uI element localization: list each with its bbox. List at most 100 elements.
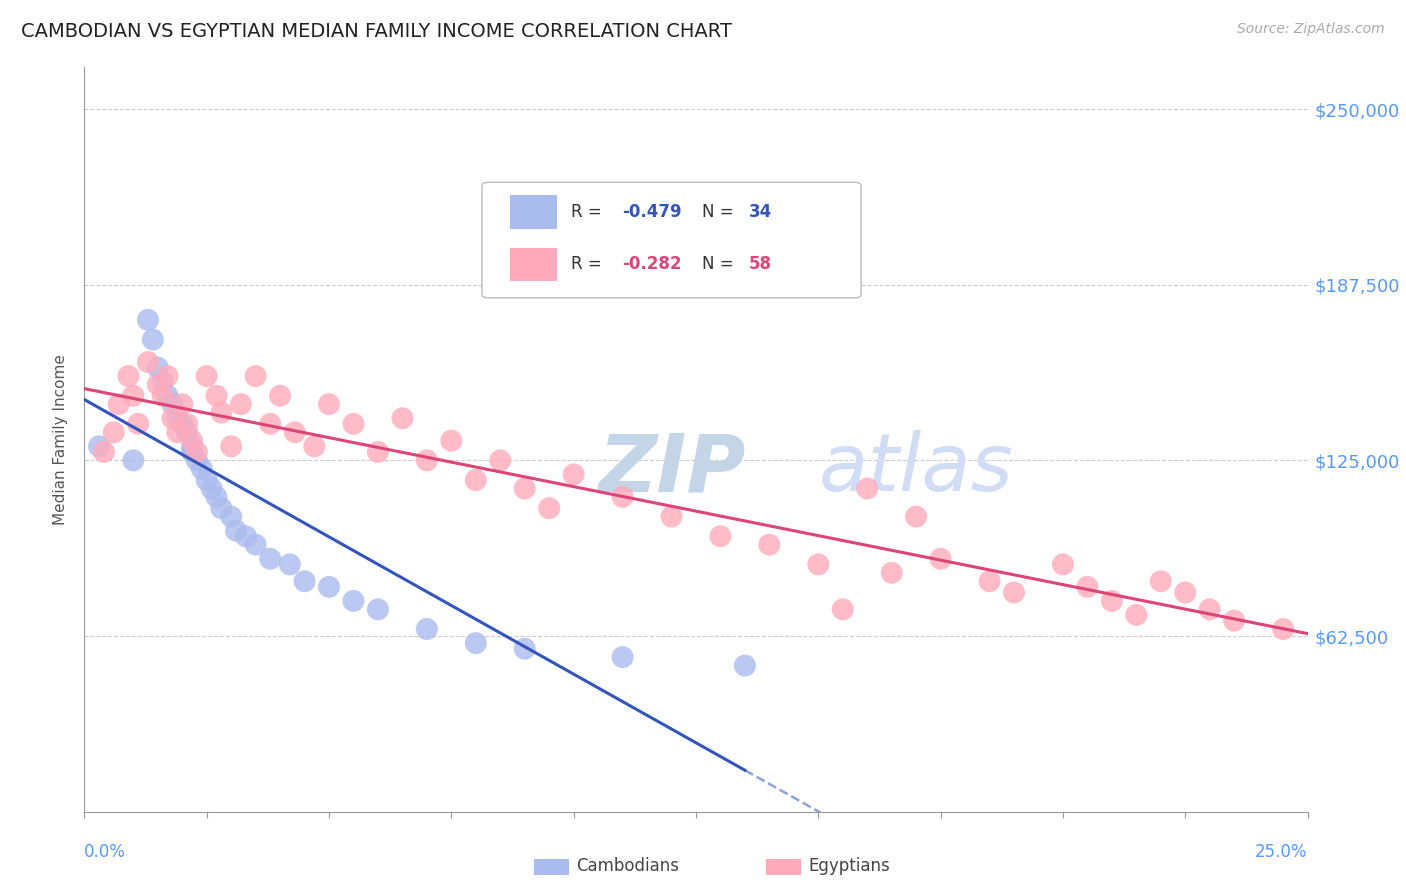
Text: ZIP: ZIP <box>598 430 745 508</box>
Point <box>1223 614 1246 628</box>
Point <box>172 397 194 411</box>
Point <box>612 650 634 665</box>
Point <box>146 377 169 392</box>
Text: R =: R = <box>571 203 607 221</box>
Point <box>318 580 340 594</box>
Point <box>176 425 198 440</box>
Point <box>880 566 903 580</box>
Point <box>122 389 145 403</box>
Point <box>342 594 364 608</box>
Text: 0.0%: 0.0% <box>84 843 127 861</box>
Point <box>245 369 267 384</box>
Point <box>1052 558 1074 572</box>
Point <box>195 369 218 384</box>
Point <box>186 445 208 459</box>
Point <box>181 434 204 448</box>
Point <box>269 389 291 403</box>
Point <box>831 602 853 616</box>
Point <box>342 417 364 431</box>
Point <box>205 490 228 504</box>
Text: Egyptians: Egyptians <box>808 857 890 875</box>
Point <box>1076 580 1098 594</box>
Point <box>562 467 585 482</box>
Point <box>367 602 389 616</box>
Point <box>195 473 218 487</box>
Point <box>172 417 194 431</box>
Point <box>136 313 159 327</box>
Point <box>166 425 188 440</box>
Point <box>142 333 165 347</box>
Point <box>513 482 536 496</box>
Point <box>107 397 129 411</box>
Point <box>1174 585 1197 599</box>
Text: N =: N = <box>702 203 740 221</box>
Point <box>1198 602 1220 616</box>
Text: Source: ZipAtlas.com: Source: ZipAtlas.com <box>1237 22 1385 37</box>
Point <box>709 529 731 543</box>
Point <box>440 434 463 448</box>
Point <box>229 397 252 411</box>
Point <box>416 453 439 467</box>
Point <box>367 445 389 459</box>
Point <box>856 482 879 496</box>
Point <box>117 369 139 384</box>
Text: atlas: atlas <box>818 430 1014 508</box>
Point <box>391 411 413 425</box>
Point <box>205 389 228 403</box>
Point <box>166 411 188 425</box>
Point <box>87 439 110 453</box>
Text: 25.0%: 25.0% <box>1256 843 1308 861</box>
Text: -0.282: -0.282 <box>623 255 682 273</box>
Point <box>181 439 204 453</box>
Point <box>1150 574 1173 589</box>
Point <box>513 641 536 656</box>
Point <box>294 574 316 589</box>
Point <box>612 490 634 504</box>
Point <box>181 445 204 459</box>
Point <box>186 453 208 467</box>
Point <box>152 389 174 403</box>
Point <box>1002 585 1025 599</box>
Point <box>1272 622 1295 636</box>
Point <box>156 389 179 403</box>
Point <box>929 551 952 566</box>
Point <box>219 509 242 524</box>
Y-axis label: Median Family Income: Median Family Income <box>53 354 69 524</box>
Text: -0.479: -0.479 <box>623 203 682 221</box>
Point <box>538 501 561 516</box>
Point <box>318 397 340 411</box>
Text: Cambodians: Cambodians <box>576 857 679 875</box>
Text: 58: 58 <box>748 255 772 273</box>
Point <box>136 355 159 369</box>
Point <box>464 636 486 650</box>
Point <box>122 453 145 467</box>
Point <box>103 425 125 440</box>
Text: CAMBODIAN VS EGYPTIAN MEDIAN FAMILY INCOME CORRELATION CHART: CAMBODIAN VS EGYPTIAN MEDIAN FAMILY INCO… <box>21 22 733 41</box>
Bar <box>510 247 557 281</box>
Point <box>209 501 232 516</box>
Point <box>464 473 486 487</box>
Bar <box>510 195 557 229</box>
Point <box>284 425 307 440</box>
Point <box>209 406 232 420</box>
Point <box>1101 594 1123 608</box>
Point <box>219 439 242 453</box>
Point <box>162 397 184 411</box>
Point <box>127 417 149 431</box>
Text: R =: R = <box>571 255 607 273</box>
Point <box>152 375 174 389</box>
Point <box>146 360 169 375</box>
Point <box>304 439 326 453</box>
Point <box>734 658 756 673</box>
Point <box>259 551 281 566</box>
Point <box>225 524 247 538</box>
Point <box>661 509 683 524</box>
Point <box>162 411 184 425</box>
Point <box>245 538 267 552</box>
Point <box>259 417 281 431</box>
Point <box>93 445 115 459</box>
Point <box>905 509 928 524</box>
Point <box>758 538 780 552</box>
Point <box>489 453 512 467</box>
Point <box>235 529 257 543</box>
